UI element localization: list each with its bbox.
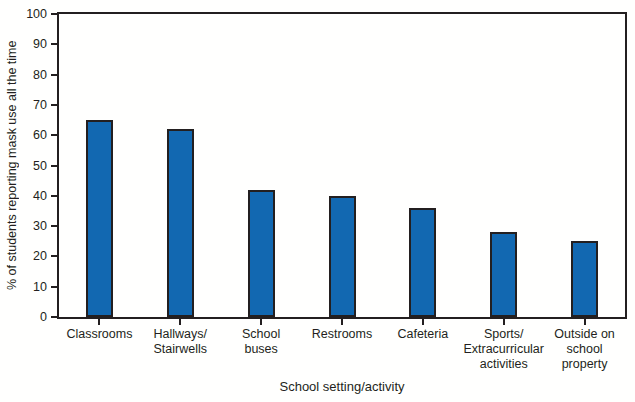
y-axis-tick — [51, 195, 57, 197]
y-axis-tick-label: 20 — [13, 248, 47, 264]
bar — [490, 232, 517, 317]
y-axis-tick — [51, 255, 57, 257]
y-axis-tick — [51, 286, 57, 288]
y-axis-tick-label: 0 — [13, 309, 47, 325]
x-axis-tick — [260, 319, 262, 325]
x-axis-tick — [341, 319, 343, 325]
x-axis-tick — [179, 319, 181, 325]
bar — [86, 120, 113, 317]
y-axis-tick-label: 60 — [13, 127, 47, 143]
bar — [248, 190, 275, 317]
y-axis-tick — [51, 134, 57, 136]
mask-use-bar-chart: % of students reporting mask use all the… — [0, 0, 635, 402]
bar — [571, 241, 598, 317]
x-axis-title: School setting/activity — [57, 379, 627, 394]
y-axis-tick — [51, 316, 57, 318]
y-axis-tick-label: 10 — [13, 279, 47, 295]
y-axis-tick-label: 30 — [13, 218, 47, 234]
y-axis-tick-label: 90 — [13, 36, 47, 52]
y-axis-tick-label: 70 — [13, 97, 47, 113]
y-axis-tick-label: 50 — [13, 158, 47, 174]
bar — [167, 129, 194, 317]
y-axis-tick-label: 80 — [13, 67, 47, 83]
y-axis-tick — [51, 104, 57, 106]
x-axis-tick — [422, 319, 424, 325]
y-axis-tick — [51, 43, 57, 45]
plot-area: 0102030405060708090100ClassroomsHallways… — [57, 12, 627, 319]
bar — [409, 208, 436, 317]
y-axis-tick — [51, 225, 57, 227]
y-axis-tick-label: 100 — [13, 6, 47, 22]
y-axis-tick-label: 40 — [13, 188, 47, 204]
y-axis-tick — [51, 74, 57, 76]
y-axis-tick — [51, 165, 57, 167]
x-axis-tick — [584, 319, 586, 325]
x-axis-tick — [503, 319, 505, 325]
bar — [329, 196, 356, 317]
x-axis-tick — [98, 319, 100, 325]
y-axis-tick — [51, 13, 57, 15]
x-category-label: Outside on school property — [533, 327, 635, 372]
